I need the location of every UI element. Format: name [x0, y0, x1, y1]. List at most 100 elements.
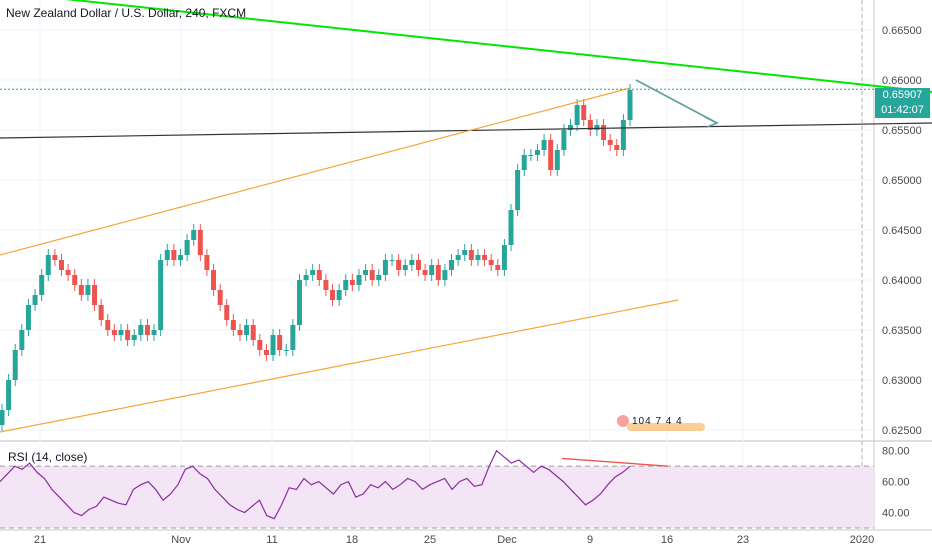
candle-body: [449, 260, 455, 270]
price-tick-label: 0.64500: [882, 225, 922, 237]
price-tick-label: 0.65500: [882, 125, 922, 137]
price-tick-label: 0.62500: [882, 425, 922, 437]
candle-body: [607, 140, 613, 145]
time-tick-label: 25: [424, 534, 436, 546]
candle-body: [237, 330, 243, 335]
candle-body: [111, 330, 117, 335]
current-price-badge: 0.65907: [875, 88, 930, 103]
candle-body: [402, 265, 408, 270]
rsi-tick-label: 60.00: [882, 477, 910, 489]
candle-body: [151, 330, 157, 335]
candle-body: [191, 230, 197, 240]
candle-body: [211, 270, 217, 290]
time-tick-label: 23: [737, 534, 749, 546]
events-marker[interactable]: 104 7 4 4: [617, 413, 707, 439]
candle-body: [290, 325, 296, 350]
rsi-pane: [0, 449, 874, 529]
candle-body: [521, 155, 527, 170]
candle-body: [568, 125, 574, 130]
candle-body: [581, 105, 587, 120]
events-counts: 104 7 4 4: [632, 416, 683, 427]
candle-body: [415, 260, 421, 270]
rsi-tick-label: 40.00: [882, 508, 910, 520]
channel-lower-line: [0, 299, 679, 433]
candle-body: [482, 255, 488, 260]
candle-body: [158, 260, 164, 330]
candle-body: [548, 140, 554, 170]
candle-body: [283, 350, 289, 351]
candle-body: [6, 380, 12, 410]
time-tick-label: 21: [34, 534, 46, 546]
candle-body: [488, 260, 494, 265]
candle-body: [508, 210, 514, 245]
candle-body: [587, 120, 593, 130]
candle-body: [217, 290, 223, 305]
time-tick-label: 16: [661, 534, 673, 546]
candle-body: [164, 250, 170, 260]
candle-body: [65, 270, 71, 275]
candle-body: [495, 265, 501, 270]
candle-body: [343, 280, 349, 290]
candle-body: [303, 275, 309, 280]
candle-body: [72, 275, 78, 285]
candle-body: [92, 285, 98, 305]
candle-body: [32, 295, 38, 305]
candle-body: [52, 255, 58, 260]
candle-body: [475, 255, 481, 260]
price-tick-label: 0.63000: [882, 375, 922, 387]
time-tick-label: 9: [587, 534, 593, 546]
chart-title: New Zealand Dollar / U.S. Dollar, 240, F…: [6, 6, 247, 20]
candle-body: [204, 255, 210, 270]
candle-body: [363, 270, 369, 275]
candle-body: [356, 275, 362, 285]
event-strip-icon: [627, 423, 705, 431]
candle-body: [257, 340, 263, 350]
candles: [0, 84, 633, 431]
support-line: [0, 122, 932, 139]
forecast-arrow-head: [704, 116, 719, 128]
candle-body: [468, 250, 474, 260]
candle-body: [270, 335, 276, 355]
candle-body: [369, 270, 375, 280]
channel-upper-line: [0, 87, 631, 256]
candle-body: [131, 335, 137, 340]
candle-body: [594, 125, 600, 130]
candle-body: [442, 270, 448, 280]
time-tick-label: Nov: [171, 534, 191, 546]
candle-body: [144, 325, 150, 335]
candle-body: [230, 320, 236, 330]
time-axis-ticks: 21 Nov 11 18 25 Dec 9 16 23 2020: [34, 534, 874, 546]
price-tick-label: 0.63500: [882, 325, 922, 337]
candle-body: [310, 270, 316, 275]
candle-body: [19, 330, 25, 350]
rsi-line: [0, 449, 631, 520]
drawings[interactable]: [0, 0, 932, 433]
candle-body: [58, 260, 64, 270]
candle-body: [25, 305, 31, 330]
candle-body: [515, 170, 521, 210]
candle-body: [455, 255, 461, 260]
countdown-badge: 01:42:07: [875, 103, 930, 118]
candle-body: [224, 305, 230, 320]
candle-body: [98, 305, 104, 320]
price-tick-label: 0.66000: [882, 75, 922, 87]
candle-body: [541, 140, 547, 150]
rsi-divergence-line: [561, 457, 669, 467]
candle-body: [554, 150, 560, 170]
candle-body: [250, 325, 256, 340]
candle-body: [323, 280, 329, 290]
candle-body: [177, 255, 183, 260]
candle-body: [0, 410, 5, 425]
candle-body: [528, 155, 534, 156]
candle-body: [574, 105, 580, 125]
time-tick-label: 18: [346, 534, 358, 546]
candle-body: [501, 245, 507, 270]
candle-body: [277, 335, 283, 350]
candle-body: [627, 90, 633, 120]
candle-body: [396, 260, 402, 270]
price-tick-label: 0.66500: [882, 25, 922, 37]
rsi-axis-ticks: 40.00 60.00 80.00: [882, 446, 910, 520]
time-tick-label: 11: [266, 534, 277, 546]
candle-body: [125, 330, 131, 340]
